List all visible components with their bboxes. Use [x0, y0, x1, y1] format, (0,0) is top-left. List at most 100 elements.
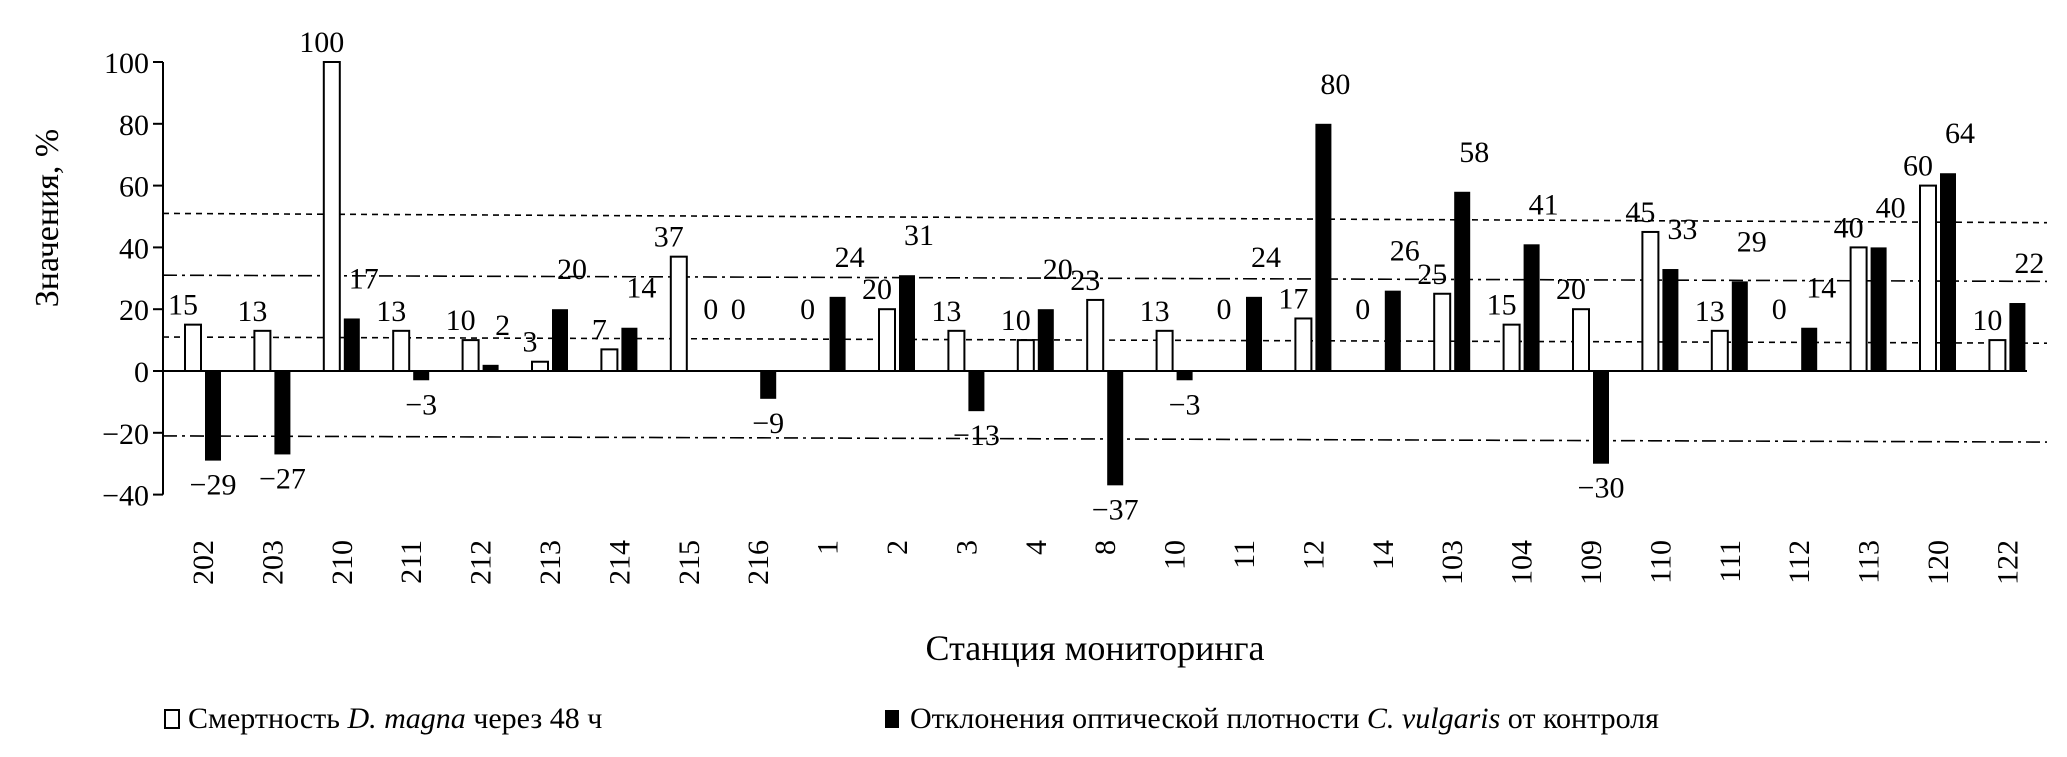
reference-lines: [162, 212, 2048, 443]
legend: Смертность D. magna через 48 ч Отклонени…: [164, 702, 1659, 735]
x-tick-label: 210: [326, 540, 359, 585]
x-tick-label: 12: [1297, 540, 1330, 570]
y-tick-label: 100: [104, 47, 149, 80]
data-label-mortality: 60: [1903, 150, 1933, 183]
data-label-mortality: 13: [931, 295, 961, 328]
x-tick-label: 110: [1644, 540, 1677, 584]
x-tick-label: 216: [742, 540, 775, 585]
x-tick-label: 104: [1506, 540, 1539, 585]
bar-mortality: [600, 348, 619, 372]
bar-mortality: [947, 329, 966, 372]
data-label-mortality: 100: [299, 26, 344, 59]
bar-mortality: [1641, 230, 1660, 372]
bar-deviation: [1315, 123, 1332, 371]
y-tick-label: 60: [119, 171, 149, 204]
data-label-mortality: 0: [1772, 293, 1787, 326]
bar-mortality: [1433, 292, 1452, 372]
data-label-mortality: 17: [1278, 282, 1308, 315]
y-tick-label: −40: [102, 480, 149, 513]
bar-deviation: [1801, 327, 1818, 371]
x-tick-label: 8: [1089, 540, 1122, 555]
reference-line-dashdot: [162, 274, 2048, 283]
bar-deviation: [621, 327, 638, 371]
data-label-mortality: 7: [592, 313, 607, 346]
data-label-deviation: 17: [349, 262, 379, 295]
data-label-mortality: 15: [168, 289, 198, 322]
bar-mortality: [669, 255, 688, 373]
bar-mortality: [1086, 298, 1105, 372]
data-label-deviation: −37: [1092, 493, 1139, 526]
data-label-deviation: −30: [1578, 472, 1625, 505]
bar-deviation: [482, 364, 499, 371]
bar-deviation: [1940, 173, 1956, 371]
bar-deviation: [1593, 371, 1609, 464]
x-tick-label: 11: [1228, 540, 1261, 569]
data-label-deviation: 2: [495, 309, 510, 342]
data-label-mortality: 45: [1625, 196, 1655, 229]
bar-mortality: [461, 339, 480, 373]
data-label-mortality: 20: [862, 273, 892, 306]
bar-mortality: [322, 61, 341, 372]
y-tick-label: 80: [119, 109, 149, 142]
data-label-deviation: −29: [190, 469, 237, 502]
x-tick-label: 1: [812, 540, 845, 555]
data-label-mortality: 13: [376, 295, 406, 328]
data-label-deviation: −3: [1169, 388, 1201, 421]
data-label-mortality: 15: [1487, 289, 1517, 322]
data-label-deviation: 22: [2014, 247, 2044, 280]
bar-deviation: [552, 309, 568, 371]
data-label-mortality: 10: [446, 304, 476, 337]
data-label-deviation: 0: [703, 293, 718, 326]
bar-mortality: [184, 323, 202, 372]
bar-mortality: [1572, 308, 1590, 373]
bar-mortality: [1988, 339, 2007, 373]
data-label-deviation: 26: [1390, 235, 1420, 268]
data-label-deviation: 24: [1251, 241, 1281, 274]
data-label-deviation: 29: [1737, 225, 1767, 258]
reference-line-dashed: [162, 212, 2048, 224]
x-tick-label: 122: [1991, 540, 2024, 585]
data-label-deviation: 80: [1320, 68, 1350, 101]
bar-deviation: [1523, 244, 1540, 371]
bar-deviation: [1037, 309, 1054, 371]
bar-deviation: [899, 275, 915, 371]
data-label-mortality: 10: [1972, 304, 2002, 337]
data-label-deviation: 20: [1043, 253, 1073, 286]
data-label-deviation: 14: [626, 272, 656, 305]
y-tick-label: −20: [102, 418, 149, 451]
data-label-mortality: 10: [1001, 304, 1031, 337]
data-label-deviation: 40: [1876, 191, 1906, 224]
y-axis-label: Значения, %: [29, 129, 66, 308]
x-tick-label: 10: [1159, 540, 1192, 570]
x-axis-label: Станция мониторинга: [926, 628, 1265, 668]
data-label-mortality: 0: [1217, 293, 1232, 326]
data-label-deviation: −27: [259, 462, 306, 495]
bar-deviation: [274, 371, 291, 455]
x-tick-label: 109: [1575, 540, 1608, 585]
x-tick-label: 111: [1714, 540, 1747, 583]
x-tick-label: 202: [187, 540, 220, 585]
data-label-mortality: 13: [1695, 295, 1725, 328]
x-tick-label: 2: [881, 540, 914, 555]
bar-deviation: [760, 371, 777, 399]
bar-deviation: [829, 296, 846, 371]
y-tick-label: 0: [134, 356, 149, 389]
bar-mortality: [253, 329, 272, 372]
data-label-mortality: 13: [237, 295, 267, 328]
bar-mortality: [1502, 323, 1521, 372]
data-label-mortality: 20: [1556, 273, 1586, 306]
bar-deviation: [343, 318, 360, 371]
reference-line-dashdot: [162, 435, 2048, 443]
legend-swatch-filled: [885, 710, 899, 728]
x-tick-label: 113: [1853, 540, 1886, 584]
data-label-mortality: 40: [1834, 211, 1864, 244]
x-tick-label: 3: [950, 540, 983, 555]
x-tick-label: 203: [256, 540, 289, 585]
x-tick-label: 211: [395, 540, 428, 584]
data-label-deviation: 24: [835, 241, 865, 274]
data-label-deviation: 14: [1806, 272, 1836, 305]
bar-mortality: [1710, 329, 1729, 372]
x-tick-label: 4: [1020, 540, 1053, 555]
